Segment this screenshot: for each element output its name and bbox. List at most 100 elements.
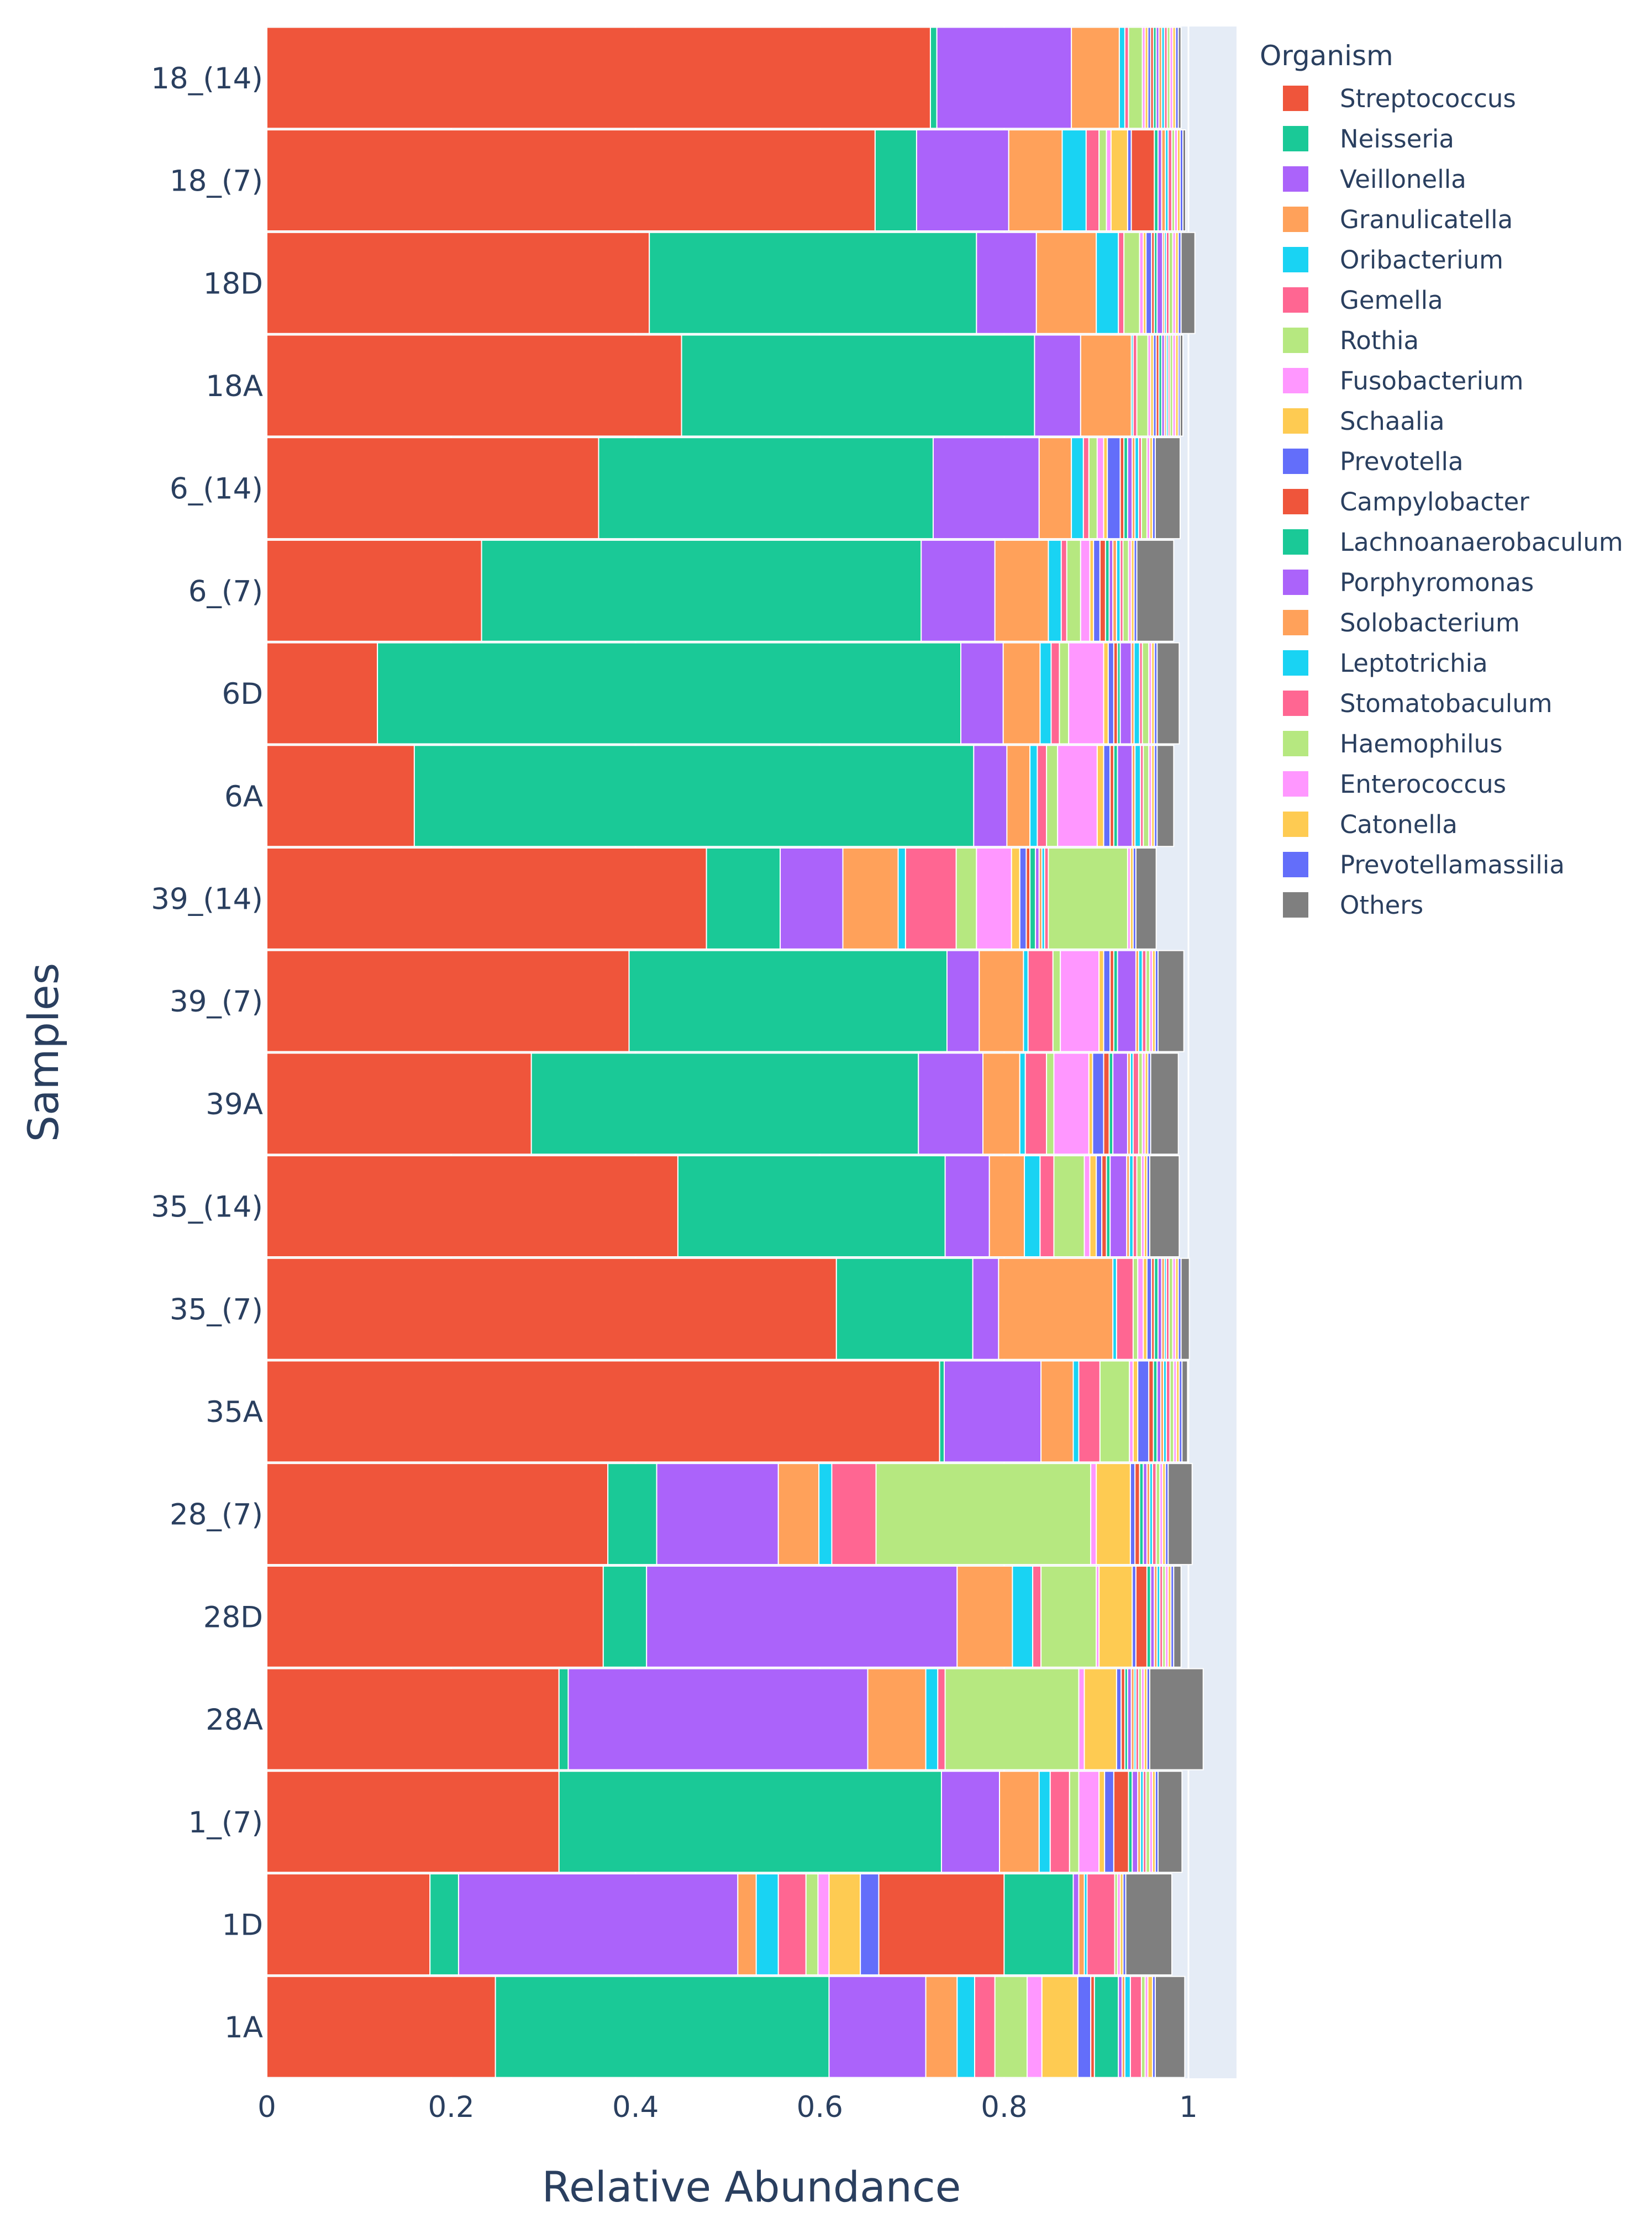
legend-label: Gemella	[1340, 286, 1443, 315]
bar-granulicatella	[982, 1052, 1020, 1155]
bar-haemophilus	[1143, 745, 1150, 847]
bar-schaalia	[1098, 950, 1104, 1052]
bar-gemella	[1132, 334, 1138, 437]
bar-granulicatella	[1040, 1360, 1074, 1463]
bar-rothia	[875, 1463, 1092, 1566]
legend-swatch	[1283, 812, 1308, 837]
bar-schaalia	[1089, 539, 1095, 642]
bar-streptococcus	[266, 334, 682, 437]
legend-swatch	[1283, 610, 1308, 635]
bar-veillonella	[828, 1976, 927, 2078]
bar-gemella	[1032, 1565, 1042, 1668]
legend-label: Streptococcus	[1340, 84, 1516, 113]
bar-fusobacterium	[1096, 437, 1104, 540]
bar-porphyromonas	[1150, 1565, 1155, 1668]
bar-fusobacterium	[817, 1873, 830, 1976]
bar-streptococcus	[266, 1052, 532, 1155]
bar-haemophilus	[1122, 539, 1129, 642]
bar-granulicatella	[1080, 334, 1132, 437]
bar-oribacterium	[755, 1873, 779, 1976]
bar-fusobacterium	[976, 847, 1012, 950]
bar-granulicatella	[777, 1463, 820, 1566]
legend-label: Granulicatella	[1340, 205, 1513, 234]
bar-stomatobaculum	[1132, 1155, 1138, 1258]
bar-stomatobaculum	[1165, 1360, 1171, 1463]
bar-granulicatella	[994, 539, 1049, 642]
bar-streptococcus	[266, 539, 482, 642]
x-tick-label: 0.2	[428, 2090, 474, 2124]
bar-neisseria	[628, 950, 948, 1052]
bar-haemophilus	[1145, 950, 1150, 1052]
legend-label: Fusobacterium	[1340, 366, 1524, 396]
bar-neisseria	[929, 27, 938, 129]
bar-campylobacter	[1109, 950, 1114, 1052]
bar-granulicatella	[956, 1565, 1013, 1668]
bar-veillonella	[973, 745, 1008, 847]
bar-others	[1149, 1155, 1180, 1258]
bar-fusobacterium	[1057, 745, 1098, 847]
bar-gemella	[777, 1873, 807, 1976]
bar-haemophilus	[1136, 1155, 1142, 1258]
bar-lachnoanaerobaculum	[1104, 539, 1110, 642]
x-tick-labels: 0 0.2 0.4 0.6 0.8 1	[257, 2090, 1198, 2124]
bar-campylobacter	[878, 1873, 1005, 1976]
bar-neisseria	[377, 642, 962, 745]
y-tick-label: 1D	[222, 1908, 263, 1942]
legend-label: Porphyromonas	[1340, 568, 1534, 597]
bar-neisseria	[835, 1257, 974, 1360]
legend-label: Campylobacter	[1340, 487, 1529, 517]
bar-stomatobaculum	[1132, 1052, 1139, 1155]
legend-label: Catonella	[1340, 810, 1458, 839]
bar-leptotrichia	[1134, 437, 1139, 540]
bar-gemella	[831, 1463, 877, 1566]
bar-others	[1180, 1257, 1190, 1360]
legend-label: Others	[1340, 891, 1423, 920]
bar-streptococcus	[266, 745, 415, 847]
bar-campylobacter	[1113, 1771, 1129, 1873]
legend-label: Stomatobaculum	[1340, 689, 1553, 718]
bar-gemella	[1039, 1155, 1055, 1258]
bar-rothia	[1099, 1360, 1130, 1463]
bar-veillonella	[940, 1771, 1001, 1873]
bar-schaalia	[1088, 1052, 1093, 1155]
legend-swatch	[1283, 368, 1308, 393]
bar-gemella	[1049, 1771, 1070, 1873]
bar-streptococcus	[266, 1771, 560, 1873]
bar-porphyromonas	[1072, 1873, 1080, 1976]
bar-catonella	[1147, 1976, 1153, 2078]
legend-label: Prevotellamassilia	[1340, 850, 1565, 879]
bar-oribacterium	[897, 847, 906, 950]
legend-label: Neisseria	[1340, 124, 1454, 154]
bar-prevotella	[1107, 642, 1114, 745]
bar-others	[1179, 334, 1183, 437]
bar-neisseria	[413, 745, 975, 847]
bar-gemella	[1118, 231, 1125, 334]
bar-prevotella	[1103, 950, 1111, 1052]
bar-others	[1136, 539, 1175, 642]
y-tick-label: 35_(7)	[170, 1293, 263, 1326]
bar-fusobacterium	[1139, 231, 1144, 334]
bar-schaalia	[1103, 437, 1108, 540]
bar-rothia	[1088, 437, 1098, 540]
bar-streptococcus	[266, 1976, 496, 2078]
bar-veillonella	[976, 231, 1037, 334]
bar-schaalia	[1143, 1257, 1148, 1360]
bar-granulicatella	[1002, 642, 1041, 745]
bar-oribacterium	[925, 1668, 939, 1771]
bar-granulicatella	[978, 950, 1024, 1052]
bar-streptococcus	[266, 1668, 560, 1771]
bar-veillonella	[567, 1668, 869, 1771]
bar-neisseria	[558, 1771, 942, 1873]
y-tick-label: 18D	[203, 267, 263, 301]
y-tick-label: 18A	[206, 370, 263, 403]
bar-rothia	[1059, 642, 1070, 745]
bar-others	[1167, 1463, 1193, 1566]
bar-schaalia	[1011, 847, 1020, 950]
bar-haemophilus	[1141, 642, 1150, 745]
bar-oribacterium	[956, 1976, 976, 2078]
bar-neisseria	[602, 1565, 648, 1668]
bar-porphyromonas	[1157, 129, 1162, 232]
legend-swatch	[1283, 86, 1308, 111]
bar-oribacterium	[818, 1463, 833, 1566]
